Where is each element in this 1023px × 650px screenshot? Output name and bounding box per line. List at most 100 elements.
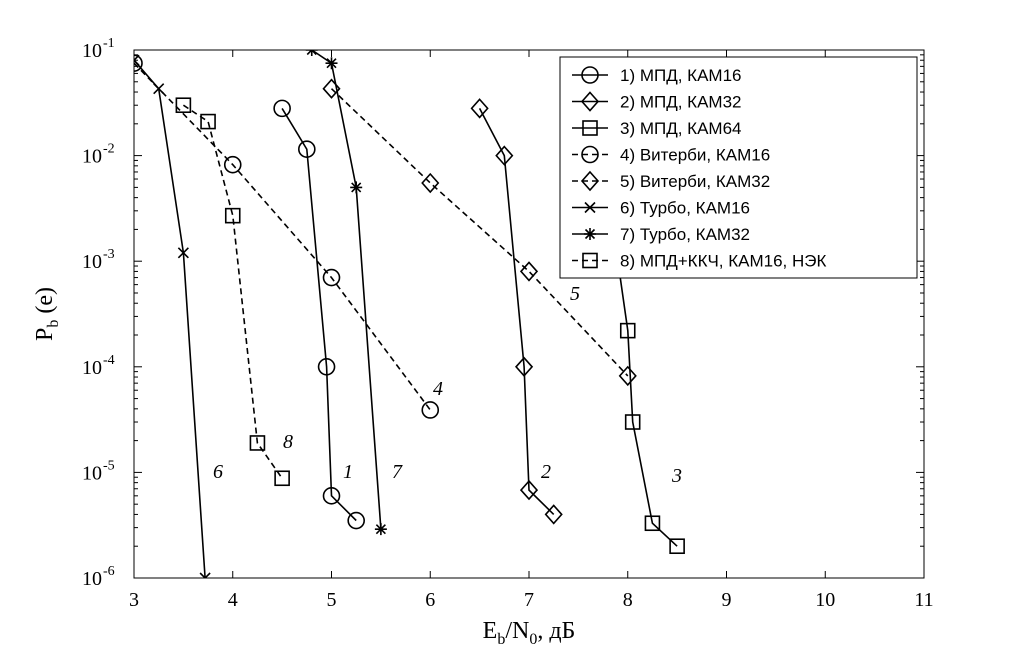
curve-labels: 1 2 3 4 5 6 7 8 [213, 283, 682, 487]
legend-entry: 2) МПД, КАМ32 [572, 91, 742, 112]
series-5 [322, 78, 637, 387]
y-tick-exponent: -2 [103, 142, 115, 157]
marker-square [644, 515, 661, 532]
series-line [617, 261, 678, 547]
x-tick-label: 7 [524, 589, 534, 611]
curve-label-6: 6 [213, 461, 223, 483]
curve-label-2: 2 [541, 461, 551, 483]
curve-label-1: 1 [343, 461, 353, 483]
x-tick-label: 8 [623, 589, 633, 611]
x-tick-label: 3 [129, 589, 139, 611]
x-tick-label: 11 [914, 589, 933, 611]
y-tick-label: 10 [82, 462, 102, 484]
y-tick-label: 10 [82, 568, 102, 590]
legend-entry: 3) МПД, КАМ64 [572, 119, 742, 138]
series-6 [134, 54, 211, 578]
curve-label-3: 3 [671, 465, 682, 487]
marker-diamond [421, 172, 440, 194]
marker-circle [134, 54, 143, 72]
marker-star [374, 523, 387, 536]
series-2 [470, 98, 563, 525]
legend-label: 5) Витерби, КАМ32 [620, 172, 770, 191]
marker-x [199, 572, 211, 578]
curve-label-7: 7 [392, 461, 403, 483]
marker-square [274, 470, 290, 487]
legend-entry: 8) МПД+ККЧ, КАМ16, НЭК [572, 252, 826, 271]
y-tick-exponent: -4 [103, 353, 115, 368]
marker-circle [273, 99, 291, 118]
y-tick-exponent: -5 [103, 458, 115, 473]
legend-label: 8) МПД+ККЧ, КАМ16, НЭК [620, 252, 826, 271]
marker-diamond [495, 145, 514, 166]
legend-label: 2) МПД, КАМ32 [620, 93, 742, 112]
marker-square [224, 207, 241, 224]
y-tick-exponent: -1 [103, 36, 115, 51]
marker-star [305, 50, 318, 56]
marker-square [175, 97, 192, 114]
legend-entry: 6) Турбо, КАМ16 [572, 199, 750, 218]
marker-square [582, 252, 598, 269]
x-tick-label: 4 [228, 589, 238, 611]
x-tick-label: 5 [327, 589, 337, 611]
legend-label: 4) Витерби, КАМ16 [620, 146, 770, 165]
series-1 [273, 99, 365, 530]
marker-square [619, 322, 636, 339]
legend-label: 7) Турбо, КАМ32 [620, 225, 750, 244]
y-axis-label: Pb (e) [32, 287, 62, 341]
legend: 1) МПД, КАМ16 2) МПД, КАМ32 3) МПД, КАМ64 4… [559, 56, 918, 279]
y-tick-label: 10 [82, 251, 102, 273]
y-tick-label: 10 [82, 357, 102, 379]
marker-circle [317, 357, 336, 376]
x-axis-label: Eb/N0, дБ [483, 618, 576, 648]
marker-circle [581, 66, 599, 84]
marker-diamond [470, 98, 489, 119]
marker-circle [581, 145, 599, 164]
marker-x [134, 54, 140, 66]
legend-entry: 7) Турбо, КАМ32 [572, 225, 750, 244]
marker-square [249, 435, 266, 451]
legend-entry: 4) Витерби, КАМ16 [572, 146, 770, 165]
series-layer [134, 50, 685, 578]
legend-box [559, 56, 918, 279]
marker-circle [421, 401, 440, 419]
series-8 [175, 97, 290, 487]
marker-diamond [580, 170, 600, 192]
series-line [281, 107, 357, 522]
series-line [134, 62, 431, 411]
series-line [478, 108, 555, 515]
x-tick-label: 6 [425, 589, 435, 611]
marker-diamond [544, 504, 563, 525]
curve-label-4: 4 [433, 378, 443, 400]
y-tick-label: 10 [82, 40, 102, 62]
marker-diamond [322, 78, 341, 99]
series-3 [610, 253, 685, 555]
marker-square [624, 414, 641, 430]
y-tick-exponent: -3 [103, 247, 115, 262]
x-tick-label: 9 [722, 589, 732, 611]
series-line [311, 50, 382, 530]
y-tick-label: 10 [82, 146, 102, 168]
series-line [182, 104, 283, 479]
marker-diamond [514, 356, 534, 378]
series-4 [134, 54, 440, 419]
legend-label: 3) МПД, КАМ64 [620, 119, 742, 138]
legend-label: 6) Турбо, КАМ16 [620, 199, 750, 218]
marker-square [200, 113, 216, 130]
series-7 [305, 50, 387, 536]
marker-x [177, 247, 189, 259]
series-line [134, 59, 206, 578]
curve-label-8: 8 [283, 431, 293, 453]
marker-circle [223, 155, 242, 174]
curve-label-5: 5 [570, 283, 580, 305]
marker-diamond [519, 479, 539, 501]
marker-circle [298, 140, 316, 158]
marker-x [153, 83, 165, 95]
marker-star [584, 228, 596, 240]
x-tick-label: 10 [815, 589, 835, 611]
marker-x [584, 201, 596, 214]
marker-circle [347, 511, 365, 530]
y-tick-exponent: -6 [103, 564, 115, 579]
marker-star [350, 181, 363, 194]
